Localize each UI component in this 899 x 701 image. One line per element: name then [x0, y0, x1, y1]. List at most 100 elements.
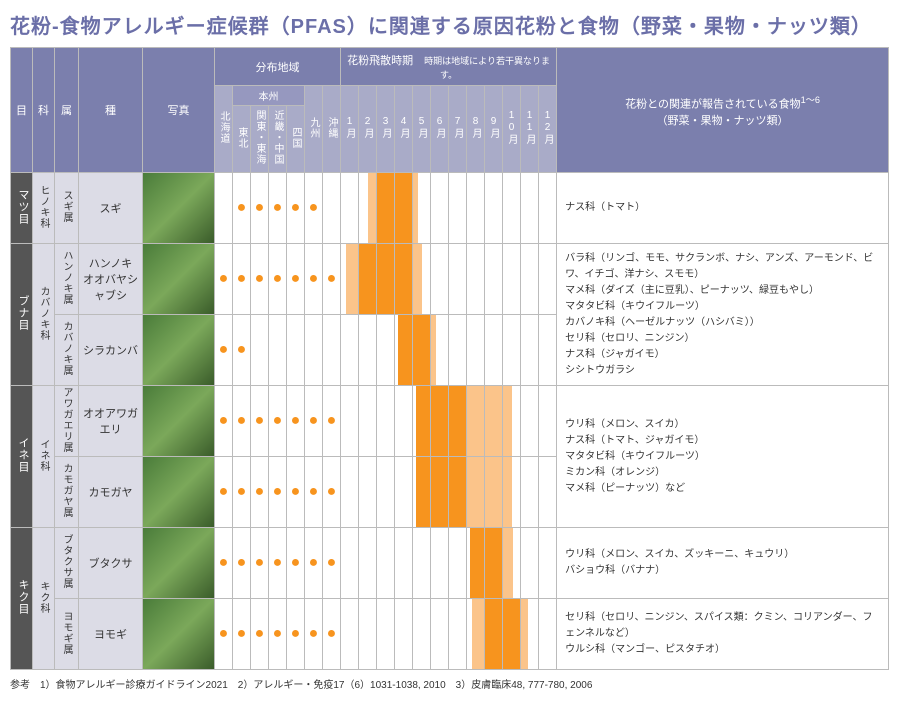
col-shu: 種: [79, 48, 143, 173]
season-bar: [503, 457, 521, 528]
references: 参考 1）食物アレルギー診療ガイドライン2021 2）アレルギー・免疫17（6）…: [10, 676, 889, 691]
food-cell: バラ科（リンゴ、モモ、サクランボ、ナシ、アンズ、アーモンド、ビワ、イチゴ、洋ナシ…: [557, 244, 889, 386]
col-season: 花粉飛散時期 時期は地域により若干異なります。: [341, 48, 557, 86]
season-bar: [449, 386, 467, 457]
region-dot: ●: [323, 244, 341, 315]
region-dot: ●: [269, 173, 287, 244]
season-bar: [485, 599, 503, 670]
region-dot: ●: [287, 599, 305, 670]
region-dot: ●: [305, 528, 323, 599]
region-dot: ●: [251, 599, 269, 670]
zoku-cell: カモガヤ属: [55, 457, 79, 528]
ka-cell: イネ科: [33, 386, 55, 528]
region-dot: ●: [323, 599, 341, 670]
region-dot: ●: [233, 244, 251, 315]
season-bar: [377, 173, 395, 244]
food-cell: セリ科（セロリ、ニンジン、スパイス類：クミン、コリアンダー、フェンネルなど）ウル…: [557, 599, 889, 670]
moku-cell: マツ目: [11, 173, 33, 244]
region-dot: ●: [269, 599, 287, 670]
shu-cell: シラカンバ: [79, 315, 143, 386]
col-photo: 写真: [143, 48, 215, 173]
season-bar: [485, 386, 503, 457]
season-bar: [359, 244, 377, 315]
season-bar: [413, 386, 431, 457]
food-cell: ウリ科（メロン、スイカ）ナス科（トマト、ジャガイモ）マタタビ科（キウイフルーツ）…: [557, 386, 889, 528]
region-dot: ●: [305, 386, 323, 457]
page-title: 花粉-食物アレルギー症候群（PFAS）に関連する原因花粉と食物（野菜・果物・ナッ…: [10, 10, 889, 39]
region-dot: ●: [269, 244, 287, 315]
zoku-cell: アワガエリ属: [55, 386, 79, 457]
region-dot: ●: [269, 457, 287, 528]
moku-cell: キク目: [11, 528, 33, 670]
season-bar: [503, 528, 521, 599]
season-bar: [413, 173, 431, 244]
region-dot: ●: [233, 599, 251, 670]
region-dot: ●: [251, 244, 269, 315]
region-dot: ●: [287, 457, 305, 528]
zoku-cell: ブタクサ属: [55, 528, 79, 599]
season-bar: [503, 599, 521, 670]
season-bar: [431, 386, 449, 457]
region-dot: ●: [305, 244, 323, 315]
col-region: 分布地域: [215, 48, 341, 86]
season-bar: [395, 244, 413, 315]
region-dot: ●: [233, 173, 251, 244]
shu-cell: ハンノキオオバヤシャブシ: [79, 244, 143, 315]
region-dot: ●: [269, 528, 287, 599]
shu-cell: カモガヤ: [79, 457, 143, 528]
region-dot: ●: [215, 386, 233, 457]
region-dot: ●: [215, 457, 233, 528]
region-dot: ●: [323, 457, 341, 528]
season-bar: [413, 457, 431, 528]
photo-cell: [143, 244, 215, 315]
season-bar: [413, 315, 431, 386]
region-dot: ●: [215, 315, 233, 386]
region-dot: ●: [215, 599, 233, 670]
season-bar: [359, 173, 377, 244]
ka-cell: キク科: [33, 528, 55, 670]
season-bar: [431, 315, 449, 386]
food-cell: ナス科（トマト）: [557, 173, 889, 244]
col-food: 花粉との関連が報告されている食物1～6（野菜・果物・ナッツ類）: [557, 48, 889, 173]
food-cell: ウリ科（メロン、スイカ、ズッキーニ、キュウリ）バショウ科（バナナ）: [557, 528, 889, 599]
region-dot: ●: [251, 457, 269, 528]
shu-cell: ブタクサ: [79, 528, 143, 599]
region-dot: ●: [251, 386, 269, 457]
region-dot: ●: [215, 528, 233, 599]
zoku-cell: カバノキ属: [55, 315, 79, 386]
region-dot: ●: [251, 528, 269, 599]
shu-cell: スギ: [79, 173, 143, 244]
col-ka: 科: [33, 48, 55, 173]
shu-cell: オオアワガエリ: [79, 386, 143, 457]
zoku-cell: ヨモギ属: [55, 599, 79, 670]
season-bar: [503, 386, 521, 457]
region-dot: ●: [251, 173, 269, 244]
region-dot: ●: [305, 457, 323, 528]
region-dot: ●: [233, 315, 251, 386]
col-zoku: 属: [55, 48, 79, 173]
region-dot: ●: [233, 386, 251, 457]
region-dot: ●: [305, 599, 323, 670]
photo-cell: [143, 173, 215, 244]
col-moku: 目: [11, 48, 33, 173]
season-bar: [377, 244, 395, 315]
region-dot: ●: [233, 457, 251, 528]
season-bar: [467, 599, 485, 670]
region-dot: ●: [287, 244, 305, 315]
season-bar: [395, 173, 413, 244]
season-bar: [485, 528, 503, 599]
region-dot: ●: [233, 528, 251, 599]
pfas-table: 目 科 属 種 写真 分布地域 花粉飛散時期 時期は地域により若干異なります。 …: [10, 47, 889, 670]
region-dot: ●: [323, 386, 341, 457]
photo-cell: [143, 386, 215, 457]
ka-cell: カバノキ科: [33, 244, 55, 386]
season-bar: [395, 315, 413, 386]
season-bar: [485, 457, 503, 528]
season-bar: [413, 244, 431, 315]
moku-cell: ブナ目: [11, 244, 33, 386]
region-dot: ●: [269, 386, 287, 457]
season-bar: [341, 244, 359, 315]
season-bar: [449, 457, 467, 528]
zoku-cell: スギ属: [55, 173, 79, 244]
season-bar: [467, 457, 485, 528]
